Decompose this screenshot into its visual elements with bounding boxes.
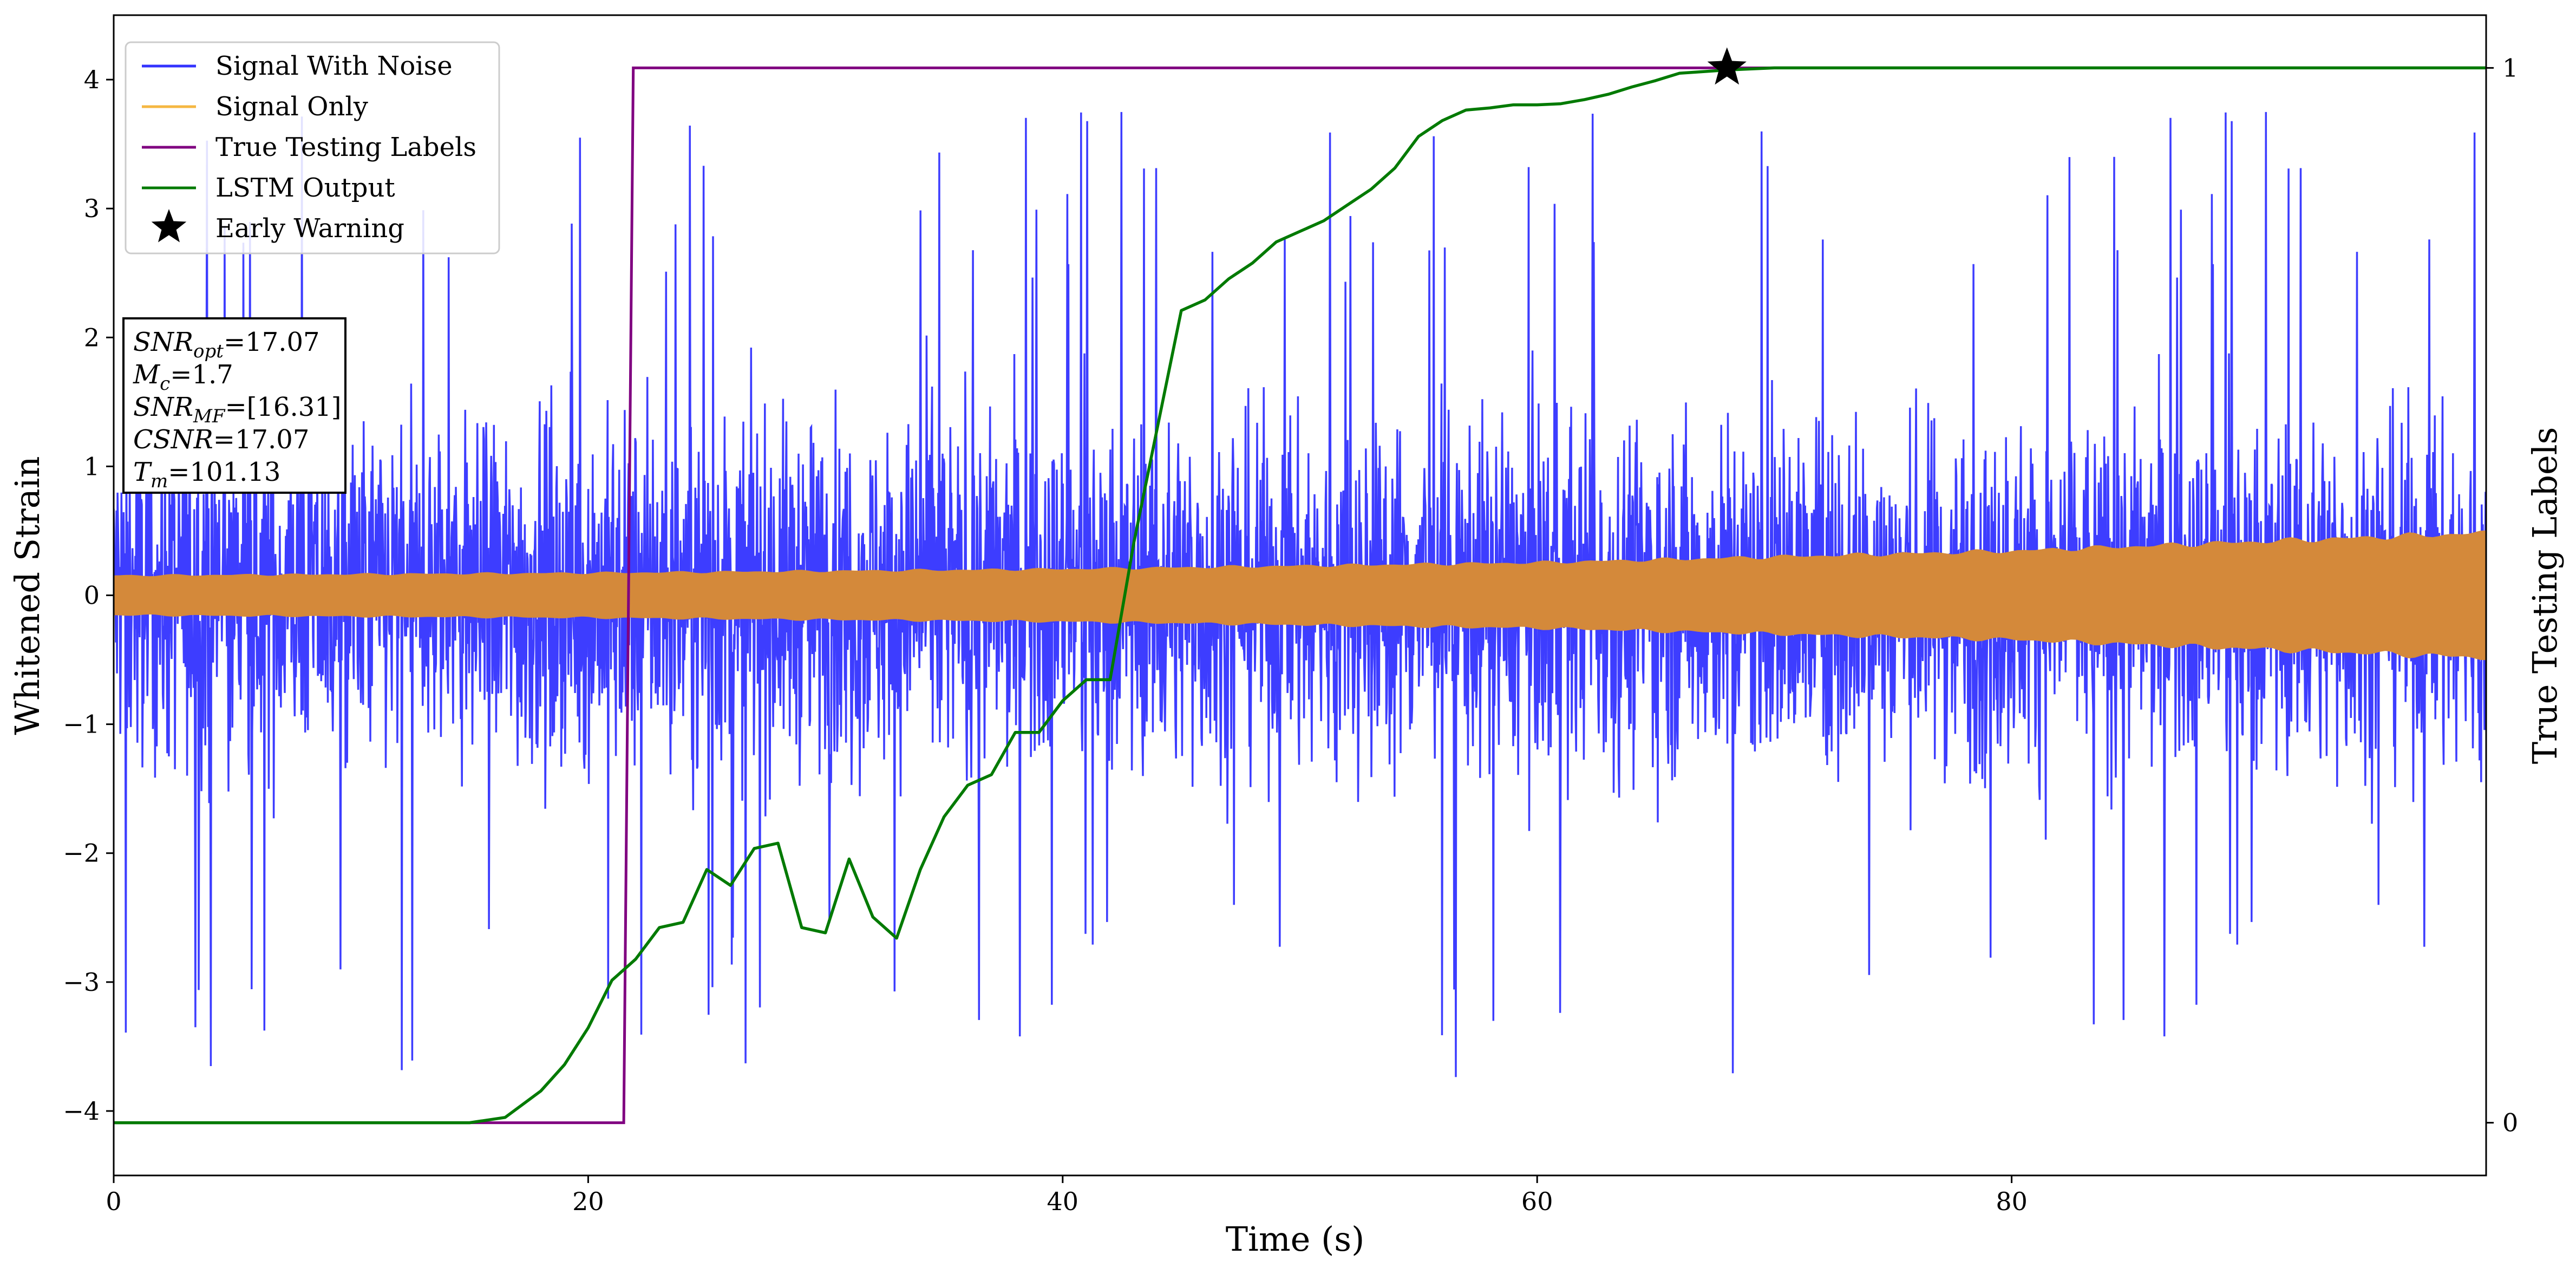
annotation-line-tm: Tm=101.13 <box>133 457 280 492</box>
annotation-line-mc: Mc=1.7 <box>133 360 233 395</box>
y-tick-label: −2 <box>63 839 100 868</box>
y-axis-right-title: True Testing Labels <box>2525 427 2565 765</box>
legend-label: True Testing Labels <box>215 132 476 162</box>
annotation-line-csnr: CSNR=17.07 <box>133 424 309 455</box>
y-tick-label: 2 <box>84 323 100 352</box>
y-right-tick-label: 0 <box>2502 1108 2518 1138</box>
legend-item-signal-only: Signal Only <box>142 92 368 122</box>
lstm-output-series <box>114 66 2486 1125</box>
early-warning-star <box>1707 47 1747 85</box>
x-tick-label: 60 <box>1521 1187 1553 1216</box>
y-tick-label: 4 <box>84 65 100 94</box>
x-axis-title: Time (s) <box>1226 1219 1365 1259</box>
annotation-box: SNRopt=17.07 Mc=1.7 SNRMF=[16.31] CSNR=1… <box>122 317 346 494</box>
legend-label: LSTM Output <box>215 173 395 203</box>
legend-item-signal-with-noise: Signal With Noise <box>142 51 453 81</box>
x-tick-label: 20 <box>572 1187 604 1216</box>
legend-box <box>125 41 500 254</box>
legend-label: Signal Only <box>215 92 368 122</box>
y-tick-label: 3 <box>84 194 100 223</box>
legend-item-true-testing-labels: True Testing Labels <box>142 132 476 162</box>
legend-label: Early Warning <box>215 213 404 244</box>
signal-only-series <box>114 530 2486 661</box>
y-axis-title: Whitened Strain <box>8 456 47 735</box>
lstm-output-line <box>114 66 2486 1125</box>
signal-only-envelope <box>114 530 2486 661</box>
y-tick-label: 1 <box>84 452 100 481</box>
x-tick-label: 0 <box>106 1187 121 1216</box>
y-tick-label: 0 <box>84 581 100 610</box>
legend: Signal With Noise Signal Only True Testi… <box>125 41 500 254</box>
y-right-tick-label: 1 <box>2502 53 2518 82</box>
legend-label: Signal With Noise <box>215 51 453 81</box>
x-tick-label: 40 <box>1047 1187 1079 1216</box>
x-tick-label: 80 <box>1996 1187 2028 1216</box>
x-axis: 0 20 40 60 80 <box>106 1175 2028 1216</box>
early-warning-marker-layer <box>1707 47 1747 85</box>
star-icon <box>151 209 187 243</box>
y-axis-right: 01 <box>2486 53 2518 1138</box>
y-tick-label: −1 <box>63 710 100 739</box>
annotation-line-snr-opt: SNRopt=17.07 <box>133 327 320 362</box>
annotation-frame <box>122 317 346 494</box>
y-tick-label: −4 <box>63 1096 100 1126</box>
legend-item-lstm-output: LSTM Output <box>142 173 395 203</box>
y-axis-left: −4 −3 −2 −1 0 1 2 3 4 <box>63 65 114 1126</box>
annotation-line-snr-mf: SNRMF=[16.31] <box>133 392 342 427</box>
y-tick-label: −3 <box>63 968 100 997</box>
legend-item-early-warning: Early Warning <box>151 209 404 244</box>
